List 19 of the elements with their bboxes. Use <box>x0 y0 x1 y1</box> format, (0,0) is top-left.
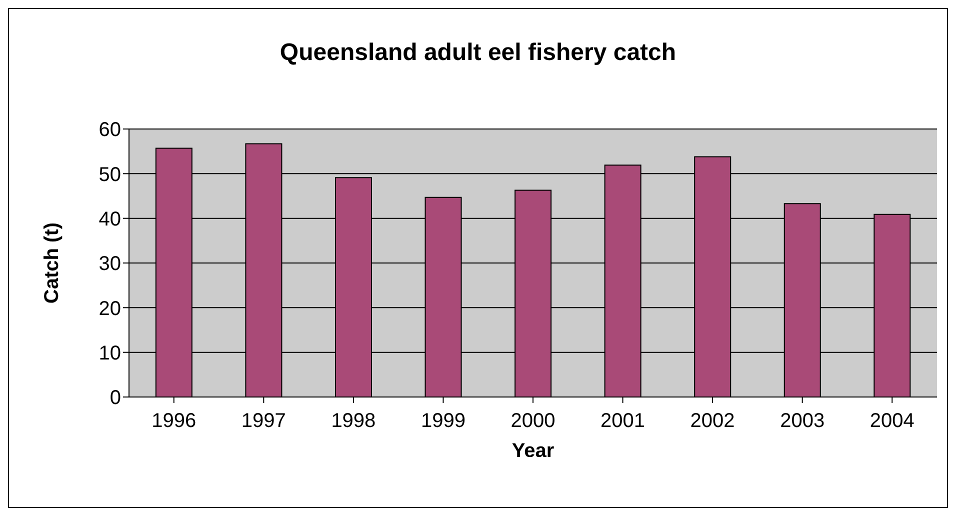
x-tick-label: 2001 <box>600 410 646 432</box>
x-tick-label: 1999 <box>420 410 466 432</box>
y-tick-label: 30 <box>98 253 121 276</box>
chart-title: Queensland adult eel fishery catch <box>278 39 678 67</box>
y-axis-title: Catch (t) <box>41 222 64 304</box>
y-tick-label: 20 <box>98 298 121 320</box>
x-tick-label: 1997 <box>241 410 286 432</box>
x-axis-title: Year <box>512 440 554 462</box>
y-tick-label: 50 <box>98 164 121 186</box>
x-tick-label: 2000 <box>510 410 556 432</box>
x-tick-label: 2003 <box>780 410 825 432</box>
y-tick-label: 0 <box>110 387 121 410</box>
x-tick-label: 2004 <box>870 410 914 432</box>
x-tick-label: 1998 <box>331 410 376 432</box>
x-tick-label: 2002 <box>690 410 735 432</box>
y-tick-label: 10 <box>98 342 121 364</box>
y-tick-label: 40 <box>98 208 121 230</box>
x-tick-label: 1996 <box>152 410 196 432</box>
y-tick-label: 60 <box>98 119 121 142</box>
